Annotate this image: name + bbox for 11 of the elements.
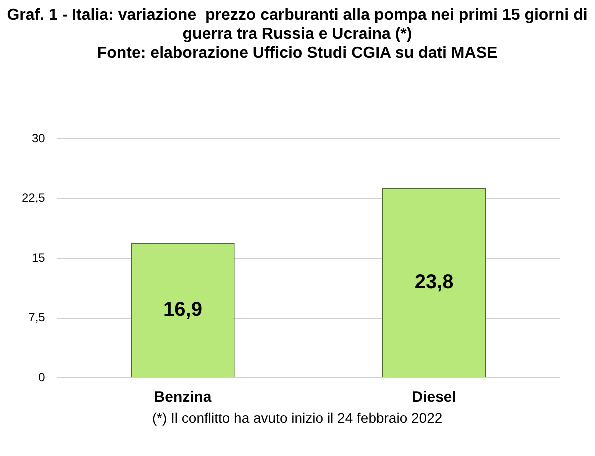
y-tick-label: 22,5 [22,191,46,206]
y-tick-label: 15 [32,250,46,265]
y-tick-label: 30 [32,132,46,146]
chart-title: Graf. 1 - Italia: variazione prezzo carburanti alla pompa nei primi 15 giorni di guerra tra Russia e Ucraina (*) Fonte: elaborazione Ufficio Studi CGIA su dati MASE [6,6,589,63]
x-tick-label: Diesel [412,389,456,406]
text: (*) Il conflitto ha avuto inizio il 24 febbraio 2022 [151,410,444,426]
x-tick-label: Benzina [154,389,212,406]
data-label: 23,8 [414,272,454,294]
y-tick-label: 0 [38,370,46,384]
y-tick-label: 7,5 [28,310,46,325]
data-label: 16,9 [164,299,202,322]
